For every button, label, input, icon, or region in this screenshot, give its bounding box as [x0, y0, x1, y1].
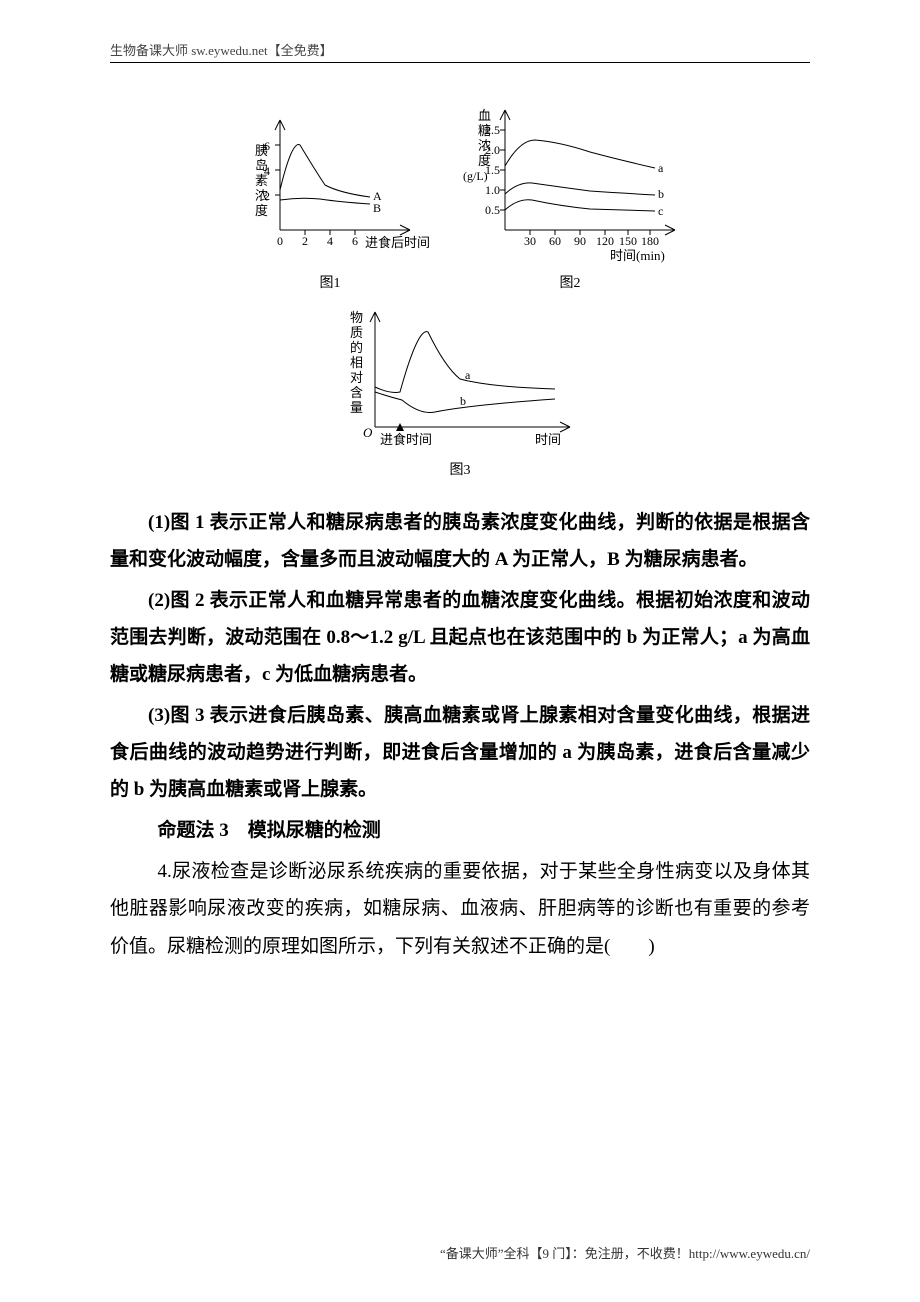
content-body: (1)图 1 表示正常人和糖尿病患者的胰岛素浓度变化曲线，判断的依据是根据含量和… [110, 504, 810, 965]
fig2-xtick-90: 90 [574, 234, 586, 248]
fig2-ylabel-1: 血 [478, 108, 491, 123]
figure-2: 血 糖 浓 度 (g/L) 0.5 1.0 1.5 [450, 100, 690, 292]
fig2-curve-a [505, 140, 655, 168]
fig3-ylabel-3: 的 [350, 340, 363, 355]
paragraph-1: (1)图 1 表示正常人和糖尿病患者的胰岛素浓度变化曲线，判断的依据是根据含量和… [110, 504, 810, 578]
fig3-label-a: a [465, 368, 471, 382]
fig2-label-c: c [658, 204, 663, 218]
page: 生物备课大师 sw.eywedu.net【全免费】 胰 岛 素 浓 度 [0, 0, 920, 1302]
fig2-xtick-60: 60 [549, 234, 561, 248]
fig1-xlabel: 进食后时间(h) [365, 235, 430, 250]
fig1-ylabel-5: 度 [255, 203, 268, 218]
fig1-curve-a [280, 145, 370, 197]
fig2-curve-b [505, 183, 655, 195]
fig2-ytick-10: 1.0 [485, 183, 500, 197]
fig2-label-a: a [658, 161, 664, 175]
fig1-xtick-4: 4 [327, 234, 333, 248]
header-divider [110, 62, 810, 63]
fig2-xtick-30: 30 [524, 234, 536, 248]
fig2-ytick-25: 2.5 [485, 123, 500, 137]
fig1-ytick-4: 4 [264, 164, 270, 178]
fig3-origin: O [363, 425, 373, 440]
figure-3: 物 质 的 相 对 含 量 a b O [330, 297, 590, 479]
fig1-label-b: B [373, 201, 381, 215]
fig3-caption: 图3 [450, 459, 471, 479]
fig3-curve-a [375, 332, 555, 393]
fig3-xlabel-left: 进食时间 [380, 432, 432, 447]
fig3-ylabel-4: 相 [350, 355, 363, 370]
fig3-ylabel-5: 对 [350, 370, 363, 385]
paragraph-3: (3)图 3 表示进食后胰岛素、胰高血糖素或肾上腺素相对含量变化曲线，根据进食后… [110, 697, 810, 808]
fig3-xlabel-right: 时间 [535, 432, 561, 447]
fig1-ytick-6: 6 [264, 139, 270, 153]
fig1-xtick-6: 6 [352, 234, 358, 248]
fig1-xtick-0: 0 [277, 234, 283, 248]
fig2-caption: 图2 [560, 272, 581, 292]
figure-3-svg: 物 质 的 相 对 含 量 a b O [330, 297, 590, 457]
command-heading: 命题法 3 模拟尿糖的检测 [110, 812, 810, 849]
fig1-xtick-2: 2 [302, 234, 308, 248]
page-header: 生物备课大师 sw.eywedu.net【全免费】 [110, 40, 333, 59]
fig1-caption: 图1 [320, 272, 341, 292]
paragraph-2: (2)图 2 表示正常人和血糖异常患者的血糖浓度变化曲线。根据初始浓度和波动范围… [110, 582, 810, 693]
fig3-ylabel-2: 质 [350, 325, 363, 340]
fig2-curve-c [505, 200, 655, 211]
fig2-xtick-120: 120 [596, 234, 614, 248]
fig2-ytick-20: 2.0 [485, 143, 500, 157]
fig1-ytick-2: 2 [264, 189, 270, 203]
fig2-xtick-180: 180 [641, 234, 659, 248]
figures-block: 胰 岛 素 浓 度 2 4 6 [110, 100, 810, 479]
figures-top-row: 胰 岛 素 浓 度 2 4 6 [230, 100, 690, 292]
page-footer: “备课大师”全科【9 门】：免注册，不收费！http://www.eywedu.… [440, 1243, 810, 1262]
fig3-ylabel-6: 含 [350, 385, 363, 400]
fig1-curve-b [280, 198, 370, 204]
fig2-label-b: b [658, 187, 664, 201]
fig2-ytick-05: 0.5 [485, 203, 500, 217]
figure-1-svg: 胰 岛 素 浓 度 2 4 6 [230, 100, 430, 270]
question-4: 4.尿液检查是诊断泌尿系统疾病的重要依据，对于某些全身性病变以及身体其他脏器影响… [110, 853, 810, 964]
fig2-xlabel: 时间(min) [610, 248, 665, 263]
figure-1: 胰 岛 素 浓 度 2 4 6 [230, 100, 430, 292]
fig3-ylabel-7: 量 [350, 400, 363, 415]
fig3-label-b: b [460, 394, 466, 408]
fig3-ylabel-1: 物 [350, 310, 363, 325]
fig2-yunit: (g/L) [463, 169, 488, 183]
fig2-ytick-15: 1.5 [485, 163, 500, 177]
figure-2-svg: 血 糖 浓 度 (g/L) 0.5 1.0 1.5 [450, 100, 690, 270]
fig2-xtick-150: 150 [619, 234, 637, 248]
